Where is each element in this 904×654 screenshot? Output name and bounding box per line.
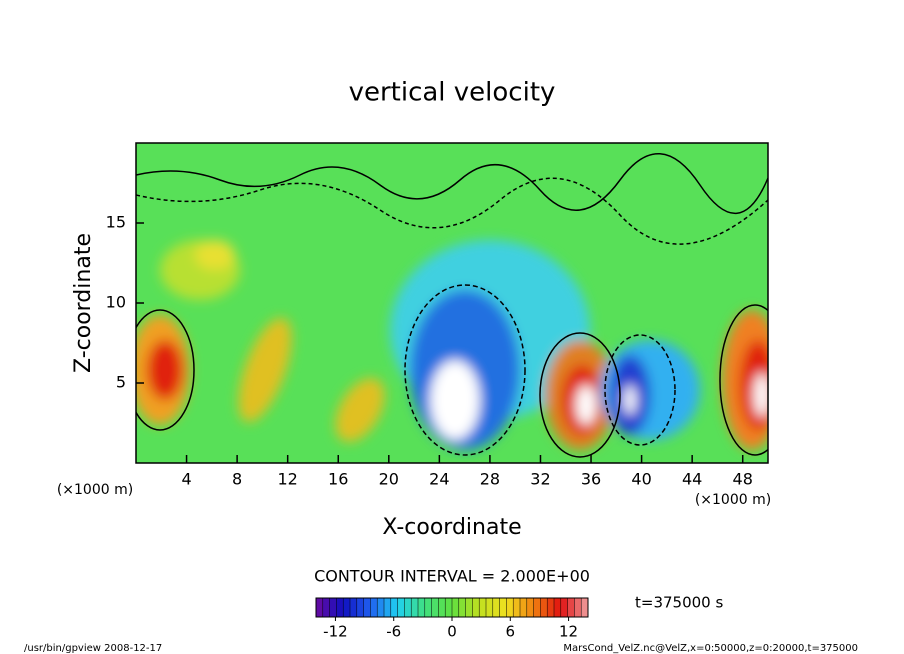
colorbar-segment	[411, 598, 419, 617]
colorbar-segment	[397, 598, 405, 617]
colorbar-segment	[424, 598, 433, 617]
colorbar-segment	[316, 598, 324, 617]
colorbar-segment	[336, 598, 344, 617]
colorbar-segment	[377, 598, 385, 617]
colorbar-segment	[329, 598, 337, 617]
colorbar-segment	[526, 598, 535, 617]
x-tick-label: 12	[278, 470, 298, 489]
chart-title: vertical velocity	[349, 78, 556, 108]
colorbar-segment	[533, 598, 541, 617]
x-tick-label: 36	[581, 470, 601, 489]
colorbar-segment	[547, 598, 555, 617]
colorbar-segment	[554, 598, 562, 617]
time-label: t=375000 s	[635, 594, 723, 612]
colorbar-tick-label: -12	[323, 623, 348, 641]
colorbar-segment	[390, 598, 399, 617]
colorbar-tick-label: 0	[447, 623, 457, 641]
colorbar-tick-label: -6	[386, 623, 401, 641]
x-tick-label: 4	[181, 470, 191, 489]
colorbar-segment	[574, 598, 582, 617]
colorbar-segment	[567, 598, 575, 617]
colorbar-segment	[343, 598, 351, 617]
colorbar-segment	[384, 598, 392, 617]
y-tick-label: 10	[106, 293, 126, 312]
y-unit: (×1000 m)	[57, 482, 133, 498]
colorbar-tick-label: 12	[559, 623, 578, 641]
colorbar-tick-label: 6	[506, 623, 516, 641]
colorbar-segment	[445, 598, 453, 617]
colorbar-segment	[350, 598, 358, 617]
x-tick-label: 32	[530, 470, 550, 489]
colorbar-segment	[465, 598, 473, 617]
y-tick-label: 5	[116, 373, 126, 392]
footer-left: /usr/bin/gpview 2008-12-17	[24, 643, 162, 654]
colorbar-segment	[492, 598, 501, 617]
x-tick-label: 24	[429, 470, 449, 489]
colorbar-segment	[458, 598, 467, 617]
x-tick-label: 28	[480, 470, 500, 489]
colorbar-segment	[418, 598, 426, 617]
x-tick-label: 44	[682, 470, 702, 489]
colorbar-segment	[322, 598, 331, 617]
x-unit: (×1000 m)	[695, 492, 771, 508]
contour-field	[136, 143, 768, 463]
x-axis-label: X-coordinate	[382, 515, 521, 540]
colorbar-segment	[520, 598, 528, 617]
colorbar-segment	[540, 598, 548, 617]
colorbar-segment	[356, 598, 365, 617]
y-tick-label: 15	[106, 213, 126, 232]
contour-interval: CONTOUR INTERVAL = 2.000E+00	[314, 567, 590, 586]
x-tick-label: 20	[379, 470, 399, 489]
colorbar-segment	[499, 598, 507, 617]
colorbar-segment	[431, 598, 439, 617]
colorbar-segment	[506, 598, 514, 617]
colorbar-segment	[513, 598, 521, 617]
colorbar-segment	[472, 598, 480, 617]
colorbar-segment	[404, 598, 412, 617]
y-axis-label: Z-coordinate	[71, 233, 96, 373]
x-tick-label: 16	[328, 470, 348, 489]
colorbar-segment	[479, 598, 487, 617]
x-tick-label: 8	[232, 470, 242, 489]
colorbar-segment	[370, 598, 378, 617]
x-tick-label: 48	[733, 470, 753, 489]
colorbar-segment	[560, 598, 569, 617]
colorbar-segment	[438, 598, 446, 617]
colorbar-segment	[581, 598, 589, 617]
colorbar-segment	[486, 598, 494, 617]
colorbar-segment	[452, 598, 460, 617]
x-tick-label: 40	[631, 470, 651, 489]
footer-right: MarsCond_VelZ.nc@VelZ,x=0:50000,z=0:2000…	[563, 643, 858, 654]
colorbar-segment	[363, 598, 371, 617]
